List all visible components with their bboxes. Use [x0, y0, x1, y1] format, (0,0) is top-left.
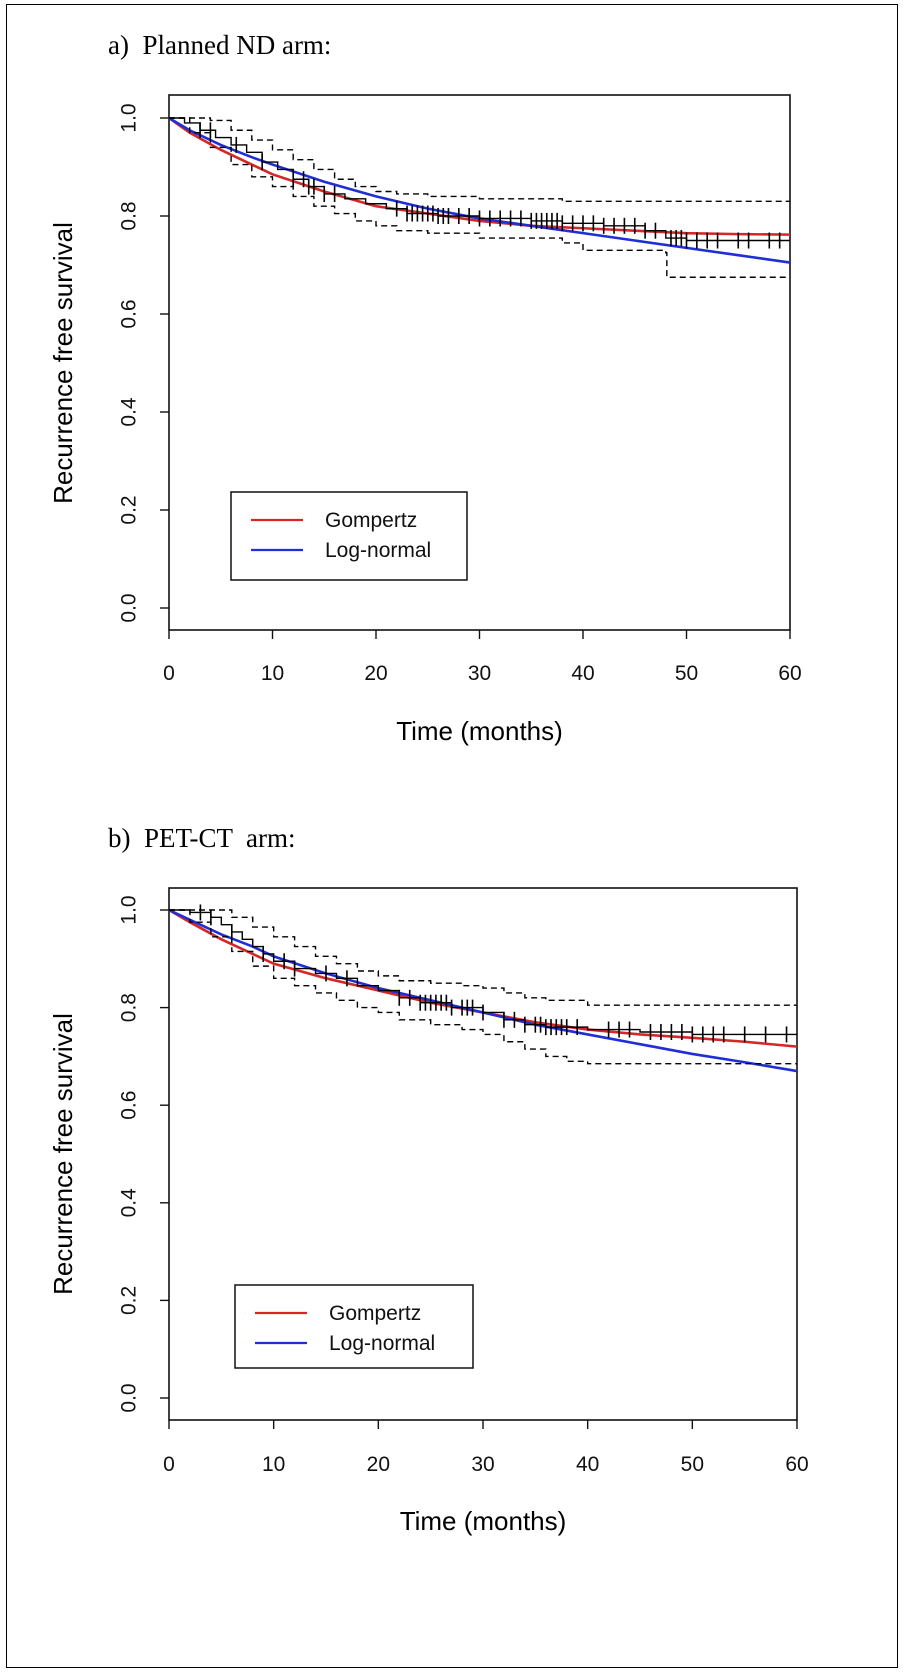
x-tick-label: 50 — [681, 1453, 704, 1476]
x-tick-label: 60 — [785, 1453, 808, 1476]
y-tick-label: 0.8 — [118, 201, 141, 230]
y-tick-label: 0.8 — [118, 993, 141, 1022]
y-axis-title: Recurrence free survival — [48, 222, 78, 504]
confidence-band-line — [169, 117, 790, 202]
confidence-band-line — [169, 909, 797, 1006]
figure-frame — [6, 4, 898, 1668]
y-tick-label: 0.0 — [118, 1383, 141, 1412]
x-tick-label: 50 — [675, 662, 698, 685]
y-axis-title: Recurrence free survival — [48, 1013, 78, 1295]
x-tick-label: 20 — [364, 662, 387, 685]
confidence-band-line — [169, 909, 797, 1065]
legend-label: Log-normal — [329, 1332, 435, 1355]
legend-box — [230, 491, 468, 581]
confidence-band-line — [169, 117, 790, 278]
chart-panel-b: 0 10 20 30 40 50 60 0.0 0.2 0.4 0.6 0.8 1.0 Time (mon… — [48, 887, 809, 1536]
x-tick-label: 20 — [367, 1453, 390, 1476]
y-tick-label: 1.0 — [118, 103, 141, 132]
x-tick-label: 30 — [468, 662, 491, 685]
x-tick-label: 0 — [163, 662, 175, 685]
x-axis-title: Time (months) — [400, 1506, 567, 1536]
panel-b-title: b) PET-CT arm: — [108, 823, 296, 853]
panel-a-title: a) Planned ND arm: — [108, 30, 332, 60]
x-tick-label: 60 — [778, 662, 801, 685]
chart-panel-a: 0 10 20 30 40 50 60 0.0 0.2 0.4 0.6 0.8 1.0 Time (mon… — [48, 94, 802, 746]
y-tick-label: 0.0 — [118, 593, 141, 622]
x-tick-label: 40 — [576, 1453, 599, 1476]
x-tick-label: 10 — [262, 1453, 285, 1476]
x-tick-label: 30 — [471, 1453, 494, 1476]
y-tick-label: 0.4 — [118, 397, 141, 427]
legend-label: Gompertz — [325, 509, 417, 532]
x-tick-label: 10 — [261, 662, 284, 685]
legend-label: Gompertz — [329, 1302, 421, 1325]
y-tick-label: 0.2 — [118, 1286, 141, 1315]
y-tick-label: 0.2 — [118, 495, 141, 524]
y-tick-label: 0.6 — [118, 1091, 141, 1120]
legend-box — [234, 1284, 474, 1369]
legend-label: Log-normal — [325, 539, 431, 562]
x-axis-title: Time (months) — [396, 716, 563, 746]
x-tick-label: 40 — [571, 662, 594, 685]
y-tick-label: 0.4 — [118, 1188, 141, 1218]
x-tick-label: 0 — [163, 1453, 175, 1476]
y-tick-label: 0.6 — [118, 299, 141, 328]
y-tick-label: 1.0 — [118, 895, 141, 924]
